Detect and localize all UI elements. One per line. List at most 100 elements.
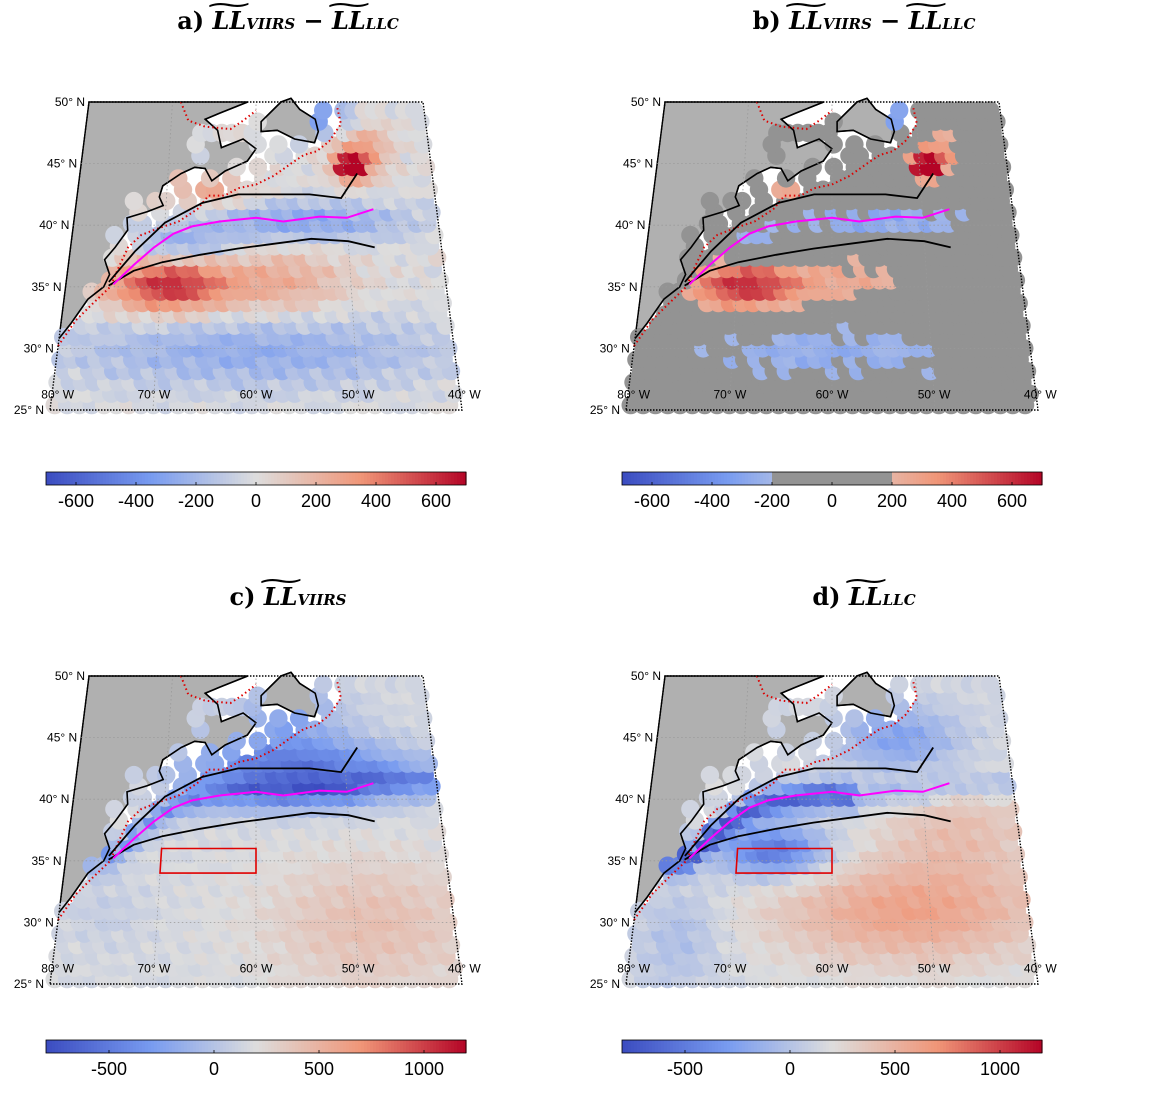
coastline-newfoundland: [836, 97, 896, 144]
colorbar-segment: [1024, 1040, 1028, 1053]
colorbar-segment: [205, 472, 209, 485]
colorbar-segment: [775, 1040, 779, 1053]
colorbar-segment: [220, 1040, 224, 1053]
colorbar-tick-label: 200: [877, 491, 907, 511]
colorbar-segment: [328, 1040, 332, 1053]
colorbar-panel-a: -600 -400 -200 0 200 400 600: [45, 471, 467, 511]
colorbar-segment: [115, 1040, 119, 1053]
colorbar-segment: [871, 1040, 875, 1053]
colorbar-segment: [79, 1040, 83, 1053]
colorbar-segment: [829, 1040, 833, 1053]
colorbar-segment: [112, 472, 116, 485]
lon-tick-label: 70° W: [713, 961, 746, 975]
isobath-gulf: [755, 101, 833, 131]
colorbar-segment: [901, 472, 905, 485]
colorbar-segment: [946, 1040, 950, 1053]
colorbar-segment: [898, 472, 902, 485]
colorbar-segment: [793, 472, 797, 485]
colorbar-segment: [925, 1040, 929, 1053]
colorbar-segment: [655, 1040, 659, 1053]
title-lhs: LL: [789, 6, 823, 35]
colorbar-segment: [271, 472, 275, 485]
colorbar-segment: [685, 1040, 689, 1053]
colorbar-segment: [238, 1040, 242, 1053]
data-cell: [845, 709, 864, 728]
colorbar-panel-d: -500 0 500 1000: [621, 1039, 1043, 1079]
colorbar-segment: [334, 472, 338, 485]
colorbar-segment: [1012, 472, 1016, 485]
colorbar-segment: [145, 472, 149, 485]
data-cell: [314, 675, 333, 694]
colorbar-segment: [286, 472, 290, 485]
graticule-meridian: [339, 675, 360, 985]
colorbar-segment: [235, 472, 239, 485]
colorbar-segment: [214, 1040, 218, 1053]
colorbar-segment: [943, 1040, 947, 1053]
colorbar-segment: [1027, 1040, 1031, 1053]
data-cell: [824, 686, 843, 705]
colorbar-segment: [817, 1040, 821, 1053]
colorbar-segment: [229, 472, 233, 485]
colorbar-segment: [1030, 472, 1034, 485]
colorbar-segment: [241, 472, 245, 485]
graticule: [57, 675, 455, 985]
colorbar-segment: [196, 1040, 200, 1053]
isobath-line: [57, 681, 342, 921]
colorbar-segment: [334, 1040, 338, 1053]
colorbar-segment: [760, 1040, 764, 1053]
colorbar-segment: [172, 472, 176, 485]
colorbar-segment: [283, 1040, 287, 1053]
colorbar-tick-label: 0: [209, 1059, 219, 1079]
colorbar-segment: [763, 472, 767, 485]
colorbar-segment: [1024, 472, 1028, 485]
lon-tick-label: 80° W: [41, 387, 74, 401]
south-front: [108, 811, 375, 861]
coastline: [58, 101, 258, 339]
colorbar-segment: [904, 472, 908, 485]
isobath-line: [633, 681, 918, 921]
colorbar-segment: [157, 472, 161, 485]
colorbar-segment: [424, 472, 428, 485]
colorbar-segment: [1006, 472, 1010, 485]
colorbar-segment: [451, 1040, 455, 1053]
colorbar-segment: [961, 1040, 965, 1053]
colorbar-segment: [313, 472, 317, 485]
colorbar-segment: [439, 472, 443, 485]
colorbar-segment: [88, 1040, 92, 1053]
title-lhs: LL: [212, 6, 246, 35]
colorbar-segment: [691, 472, 695, 485]
lat-tick-label: 30° N: [600, 915, 630, 929]
colorbar-segment: [679, 1040, 683, 1053]
colorbar-segment: [307, 1040, 311, 1053]
colorbar-tick-label: 600: [421, 491, 451, 511]
colorbar-segment: [988, 472, 992, 485]
colorbar-segment: [184, 1040, 188, 1053]
lon-tick-label: 80° W: [617, 387, 650, 401]
colorbar-segment: [880, 1040, 884, 1053]
colorbar-segment: [136, 1040, 140, 1053]
colorbar-tick-label: 200: [301, 491, 331, 511]
colorbar-segment: [670, 1040, 674, 1053]
colorbar-segment: [820, 1040, 824, 1053]
colorbar-segment: [664, 472, 668, 485]
colorbar-segment: [316, 1040, 320, 1053]
colorbar-segment: [793, 1040, 797, 1053]
colorbar-segment: [304, 1040, 308, 1053]
colorbar-segment: [628, 1040, 632, 1053]
colorbar-segment: [1036, 472, 1040, 485]
colorbar-segment: [364, 1040, 368, 1053]
colorbar-segment: [802, 1040, 806, 1053]
data-cell: [803, 157, 822, 177]
colorbar-segment: [901, 1040, 905, 1053]
colorbar-segment: [667, 472, 671, 485]
lat-tick-label: 50° N: [55, 669, 85, 683]
colorbar-segment: [634, 472, 638, 485]
colorbar-segment: [805, 472, 809, 485]
colorbar-segment: [355, 1040, 359, 1053]
colorbar-segment: [370, 1040, 374, 1053]
colorbar-segment: [106, 1040, 110, 1053]
colorbar-segment: [82, 1040, 86, 1053]
colorbar-segment: [58, 472, 62, 485]
colorbar-segment: [985, 472, 989, 485]
colorbar-segment: [445, 472, 449, 485]
